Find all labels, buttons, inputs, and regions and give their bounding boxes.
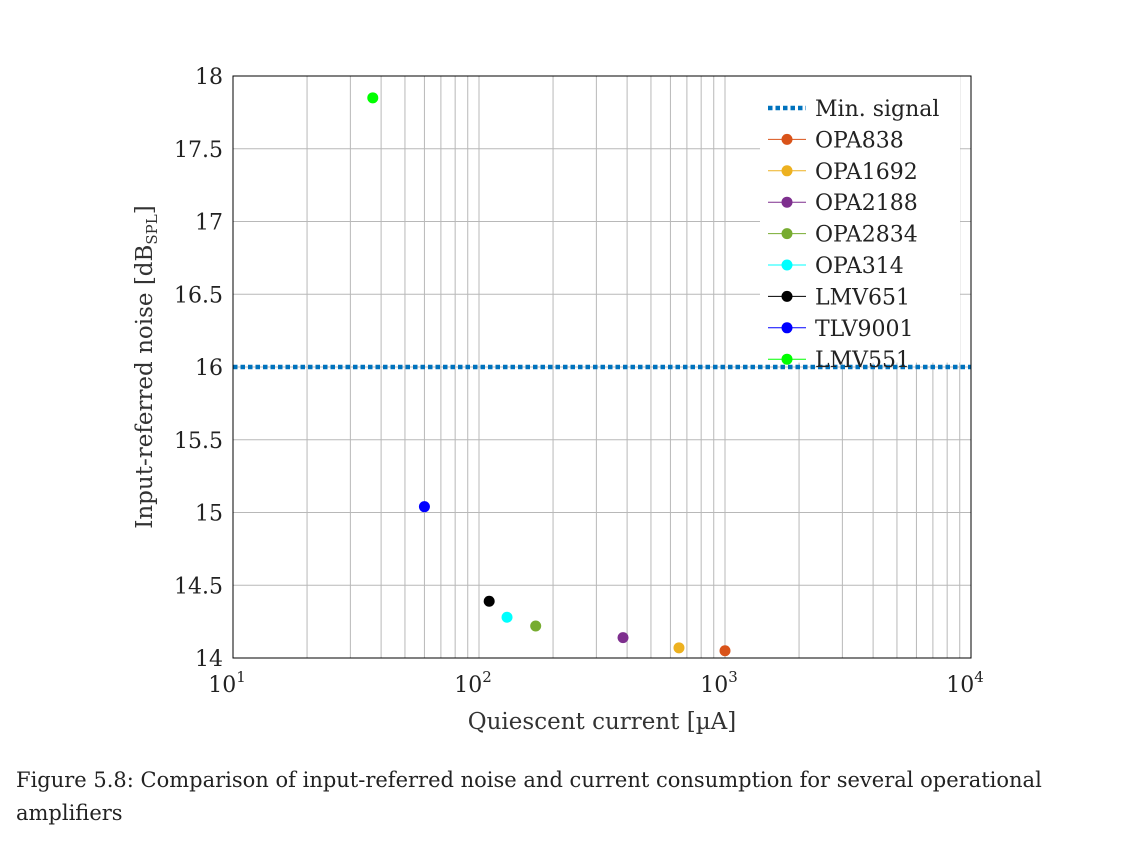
data-point-opa1692 (673, 642, 685, 654)
legend-marker-opa2188 (781, 196, 793, 208)
data-point-opa2834 (530, 620, 542, 632)
legend-label-min-signal: Min. signal (815, 97, 939, 122)
data-points (367, 92, 731, 657)
y-tick-label: 18 (195, 65, 223, 90)
y-tick-label: 16.5 (174, 283, 223, 308)
y-tick-label: 17.5 (174, 138, 223, 163)
data-point-lmv551 (367, 92, 379, 104)
y-tick-label: 15.5 (174, 429, 223, 454)
legend-label-opa2188: OPA2188 (815, 191, 918, 216)
legend-marker-opa838 (781, 133, 793, 145)
legend-label-opa1692: OPA1692 (815, 160, 918, 185)
legend-label-lmv651: LMV651 (815, 285, 910, 310)
legend-marker-opa2834 (781, 228, 793, 240)
x-tick-label: 103 (700, 668, 738, 698)
x-tick-label: 102 (454, 668, 492, 698)
y-tick-label: 14.5 (174, 574, 223, 599)
legend-marker-lmv651 (781, 290, 793, 302)
y-tick-label: 17 (195, 211, 223, 236)
legend-marker-lmv551 (781, 353, 793, 365)
data-point-tlv9001 (418, 501, 430, 513)
x-axis-label: Quiescent current [µA] (468, 709, 736, 735)
data-point-opa838 (719, 645, 731, 657)
legend-label-opa838: OPA838 (815, 128, 904, 153)
x-tick-label: 101 (208, 668, 246, 698)
legend-marker-tlv9001 (781, 322, 793, 334)
data-point-lmv651 (483, 595, 495, 607)
x-tick-label: 104 (946, 668, 984, 698)
y-axis-label-close: ] (132, 205, 158, 214)
y-tick-labels: 14 14.5 15 15.5 16 16.5 17 17.5 18 (174, 65, 223, 672)
legend-label-opa2834: OPA2834 (815, 223, 918, 248)
plot-frame (232, 75, 972, 659)
legend-marker-opa314 (781, 259, 793, 271)
legend-box (760, 74, 960, 363)
legend-label-lmv551: LMV551 (815, 348, 910, 373)
legend-label-opa314: OPA314 (815, 254, 904, 279)
chart: Min. signal OPA838 OPA1692 OPA2188 OPA2834 OP… (132, 65, 984, 735)
y-axis-label-main: Input-referred noise [dB (132, 245, 158, 529)
y-tick-label: 14 (195, 647, 223, 672)
x-tick-labels: 101 102 103 104 (208, 668, 984, 698)
data-point-opa314 (501, 611, 513, 623)
y-tick-label: 15 (195, 502, 223, 527)
y-axis-label-sub: SPL (143, 214, 161, 244)
figure-caption: Figure 5.8: Comparison of input-referred… (16, 768, 1042, 825)
legend-label-tlv9001: TLV9001 (815, 317, 914, 342)
y-tick-label: 16 (195, 356, 223, 381)
legend: Min. signal OPA838 OPA1692 OPA2188 OPA2834 OP… (760, 74, 960, 373)
data-point-opa2188 (617, 632, 629, 644)
y-axis-label: Input-referred noise [dBSPL] (132, 205, 161, 528)
legend-marker-opa1692 (781, 165, 793, 177)
